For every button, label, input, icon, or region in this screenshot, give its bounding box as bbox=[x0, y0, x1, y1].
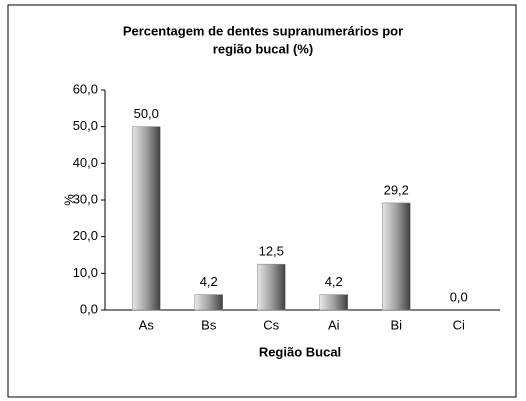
data-label: 4,2 bbox=[325, 274, 343, 289]
x-tick-label: Ci bbox=[453, 317, 465, 332]
data-label: 0,0 bbox=[450, 289, 468, 304]
bar bbox=[257, 263, 286, 311]
y-tick-label: 20,0 bbox=[73, 228, 98, 243]
x-tick-label: Ai bbox=[328, 317, 340, 332]
data-label: 50,0 bbox=[134, 106, 159, 121]
chart-title: região bucal (%) bbox=[213, 41, 313, 56]
y-tick-label: 0,0 bbox=[80, 301, 98, 316]
x-tick-label: As bbox=[139, 317, 155, 332]
chart-frame bbox=[7, 4, 517, 398]
x-tick-label: Bs bbox=[201, 317, 217, 332]
bar bbox=[194, 294, 223, 311]
y-tick-label: 60,0 bbox=[73, 81, 98, 96]
x-tick-label: Cs bbox=[263, 317, 279, 332]
chart-title: Percentagem de dentes supranumerários po… bbox=[123, 23, 403, 38]
y-tick-label: 50,0 bbox=[73, 118, 98, 133]
x-axis-title: Região Bucal bbox=[259, 344, 341, 359]
bar bbox=[319, 294, 348, 311]
y-tick-label: 40,0 bbox=[73, 155, 98, 170]
y-tick-label: 30,0 bbox=[73, 191, 98, 206]
data-label: 29,2 bbox=[384, 182, 409, 197]
data-label: 4,2 bbox=[200, 274, 218, 289]
y-axis-title: % bbox=[61, 194, 76, 206]
bar bbox=[132, 126, 161, 311]
x-tick-label: Bi bbox=[390, 317, 402, 332]
bar bbox=[382, 202, 411, 311]
y-tick-label: 10,0 bbox=[73, 265, 98, 280]
data-label: 12,5 bbox=[259, 244, 284, 259]
